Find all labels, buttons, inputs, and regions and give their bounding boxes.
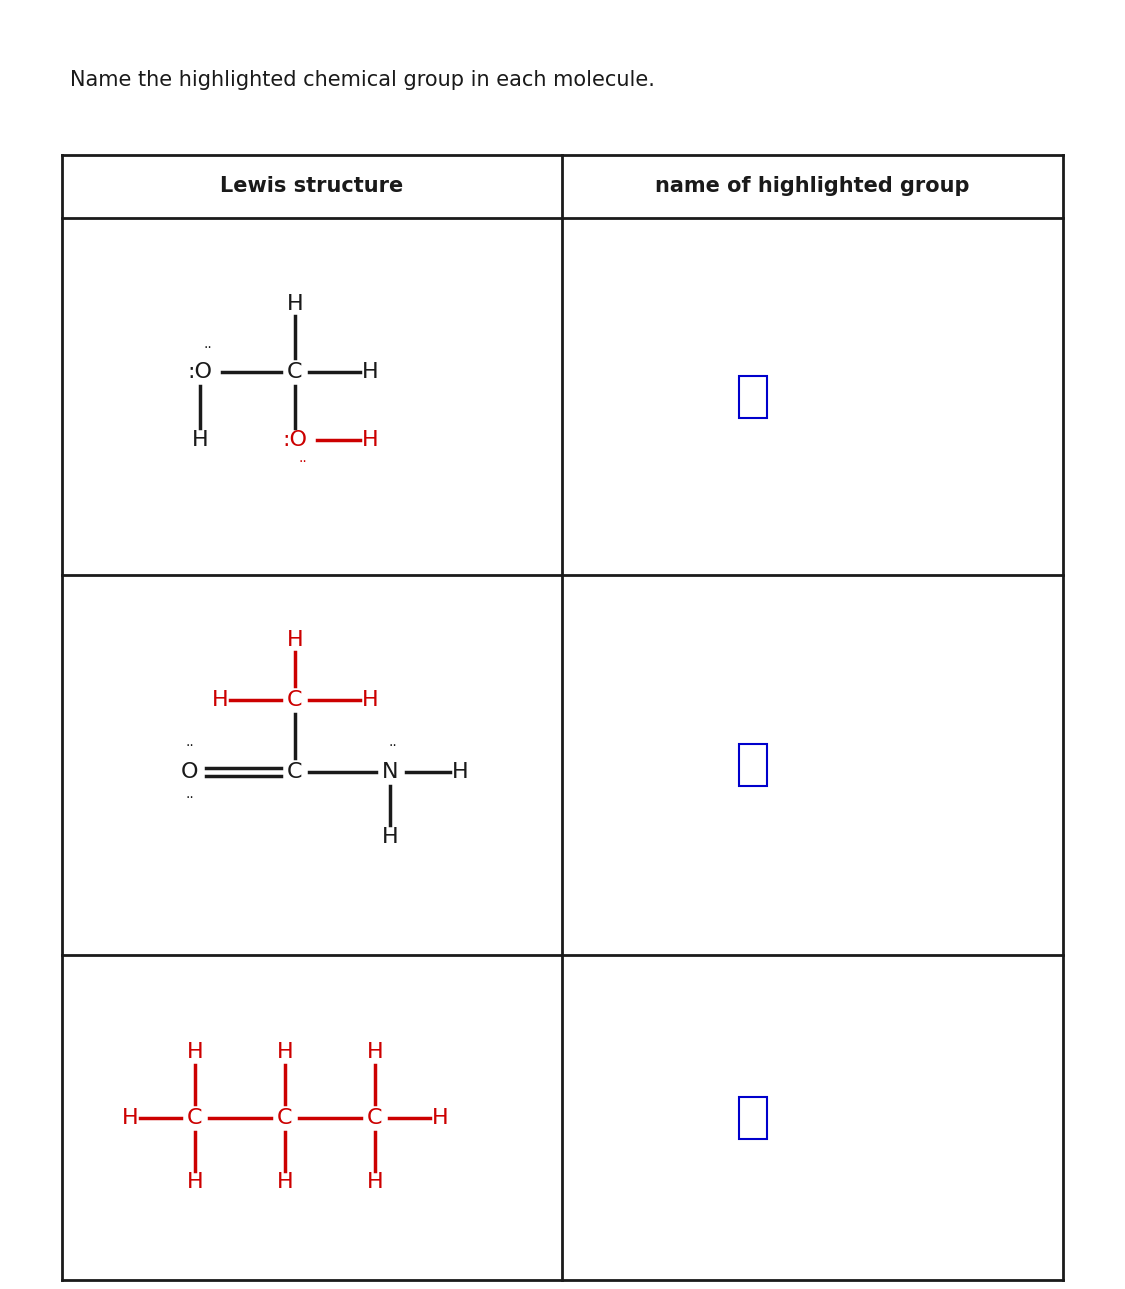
Text: N: N [381,762,398,782]
Text: H: H [122,1107,138,1128]
Text: :O: :O [282,429,307,450]
Text: H: H [362,429,378,450]
Text: name of highlighted group: name of highlighted group [655,177,970,196]
Text: H: H [362,690,378,710]
Text: ··: ·· [204,340,213,354]
Text: O: O [181,762,199,782]
Text: C: C [277,1107,292,1128]
Text: H: H [191,429,208,450]
Text: H: H [381,828,398,847]
Text: C: C [367,1107,382,1128]
Text: :O: :O [188,361,213,382]
Text: C: C [287,361,303,382]
Bar [738,375,766,418]
Text: H: H [287,630,304,650]
Text: H: H [432,1107,448,1128]
Text: C: C [287,690,303,710]
Text: H: H [277,1043,294,1062]
Text: H: H [367,1173,384,1192]
Text: Name the highlighted chemical group in each molecule.: Name the highlighted chemical group in e… [70,70,655,90]
Text: ··: ·· [298,455,307,468]
Text: Lewis structure: Lewis structure [220,177,404,196]
Text: H: H [187,1043,204,1062]
Text: H: H [187,1173,204,1192]
Text: ··: ·· [186,739,195,753]
Text: ··: ·· [388,739,397,753]
Text: H: H [287,294,304,313]
Text: H: H [452,762,468,782]
Text: C: C [187,1107,202,1128]
Text: H: H [212,690,228,710]
Text: C: C [287,762,303,782]
Bar [738,744,766,786]
Bar [738,1097,766,1138]
Text: H: H [362,361,378,382]
Text: ··: ·· [186,791,195,806]
Text: H: H [277,1173,294,1192]
Text: H: H [367,1043,384,1062]
